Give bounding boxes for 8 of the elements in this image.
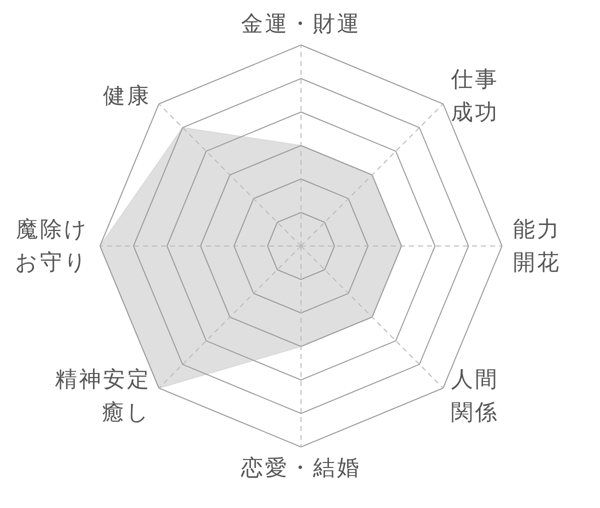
spoke-label: 魔除けお守り	[15, 217, 89, 275]
spoke-label: 能力開花	[513, 217, 561, 275]
spoke-label: 恋愛・結婚	[240, 456, 361, 480]
spoke-label: 仕事成功	[450, 67, 499, 126]
spoke-label: 健康	[103, 84, 152, 109]
spoke-label: 金運・財運	[241, 12, 361, 36]
spoke-label: 精神安定癒し	[55, 366, 152, 425]
spoke-label: 人間関係	[450, 366, 499, 425]
